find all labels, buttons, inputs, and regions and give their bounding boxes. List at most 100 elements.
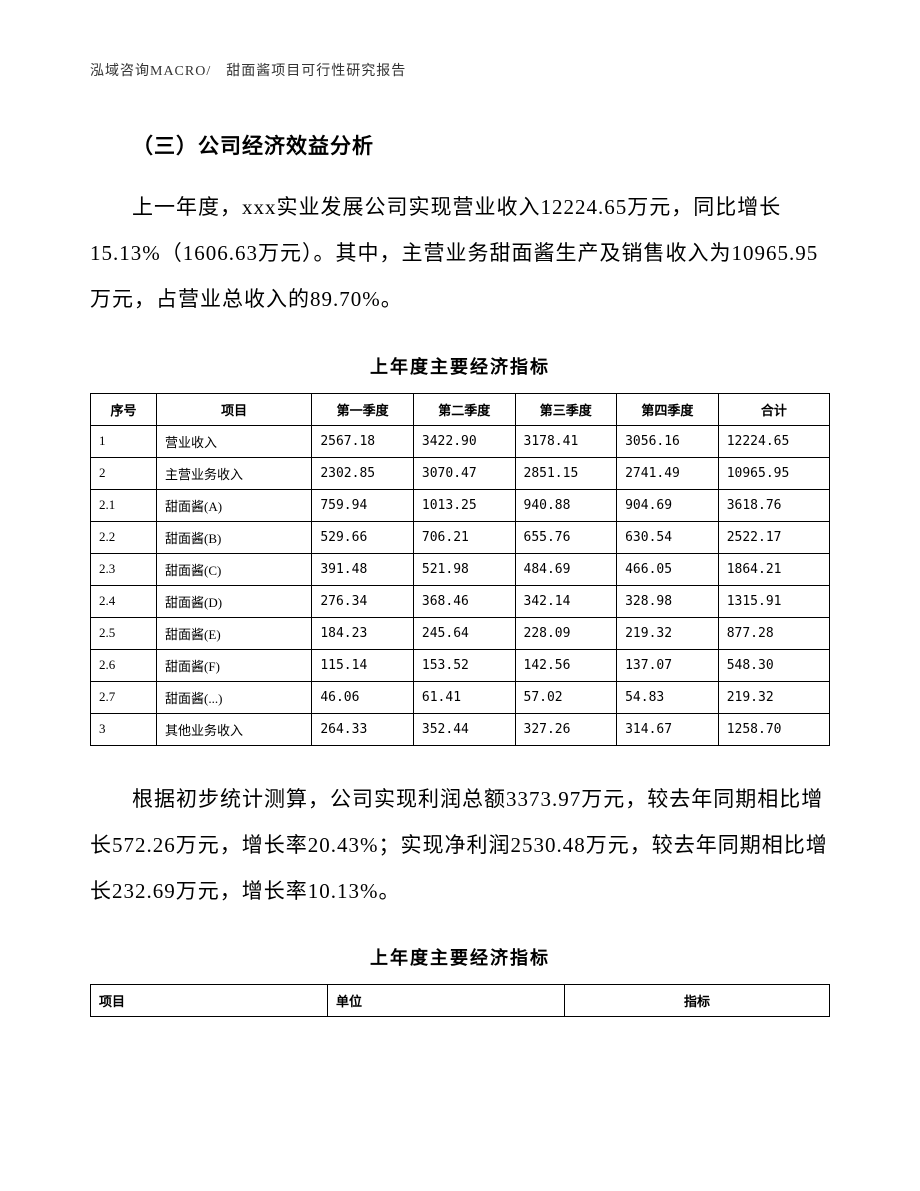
section-heading: （三）公司经济效益分析 xyxy=(90,130,830,160)
cell: 630.54 xyxy=(617,521,719,553)
table1-body: 1营业收入2567.183422.903178.413056.1612224.6… xyxy=(91,425,830,745)
paragraph-2: 根据初步统计测算，公司实现利润总额3373.97万元，较去年同期相比增长572.… xyxy=(90,776,830,915)
cell: 甜面酱(F) xyxy=(157,649,312,681)
cell: 153.52 xyxy=(413,649,515,681)
col-q3: 第三季度 xyxy=(515,393,617,425)
cell: 3070.47 xyxy=(413,457,515,489)
cell: 276.34 xyxy=(312,585,414,617)
cell: 61.41 xyxy=(413,681,515,713)
col-total: 合计 xyxy=(718,393,829,425)
economic-indicators-table-1: 序号 项目 第一季度 第二季度 第三季度 第四季度 合计 1营业收入2567.1… xyxy=(90,393,830,746)
cell: 2.7 xyxy=(91,681,157,713)
table2-title: 上年度主要经济指标 xyxy=(90,944,830,970)
cell: 2522.17 xyxy=(718,521,829,553)
cell: 甜面酱(A) xyxy=(157,489,312,521)
cell: 2.4 xyxy=(91,585,157,617)
cell: 314.67 xyxy=(617,713,719,745)
cell: 10965.95 xyxy=(718,457,829,489)
cell: 2.6 xyxy=(91,649,157,681)
cell: 甜面酱(B) xyxy=(157,521,312,553)
cell: 营业收入 xyxy=(157,425,312,457)
col-item: 项目 xyxy=(157,393,312,425)
cell: 264.33 xyxy=(312,713,414,745)
table-header-row: 序号 项目 第一季度 第二季度 第三季度 第四季度 合计 xyxy=(91,393,830,425)
cell: 3056.16 xyxy=(617,425,719,457)
col-unit: 单位 xyxy=(328,985,565,1017)
col-indicator: 指标 xyxy=(565,985,830,1017)
cell: 3422.90 xyxy=(413,425,515,457)
table-header-row: 项目 单位 指标 xyxy=(91,985,830,1017)
cell: 3 xyxy=(91,713,157,745)
table-row: 2.2甜面酱(B)529.66706.21655.76630.542522.17 xyxy=(91,521,830,553)
col-q2: 第二季度 xyxy=(413,393,515,425)
col-seq: 序号 xyxy=(91,393,157,425)
cell: 342.14 xyxy=(515,585,617,617)
cell: 1013.25 xyxy=(413,489,515,521)
cell: 甜面酱(E) xyxy=(157,617,312,649)
cell: 327.26 xyxy=(515,713,617,745)
cell: 1864.21 xyxy=(718,553,829,585)
cell: 甜面酱(...) xyxy=(157,681,312,713)
cell: 1 xyxy=(91,425,157,457)
cell: 2.5 xyxy=(91,617,157,649)
cell: 2302.85 xyxy=(312,457,414,489)
cell: 3178.41 xyxy=(515,425,617,457)
cell: 940.88 xyxy=(515,489,617,521)
table-row: 2.3甜面酱(C)391.48521.98484.69466.051864.21 xyxy=(91,553,830,585)
cell: 57.02 xyxy=(515,681,617,713)
cell: 3618.76 xyxy=(718,489,829,521)
cell: 484.69 xyxy=(515,553,617,585)
cell: 877.28 xyxy=(718,617,829,649)
cell: 219.32 xyxy=(617,617,719,649)
cell: 529.66 xyxy=(312,521,414,553)
table-row: 2主营业务收入2302.853070.472851.152741.4910965… xyxy=(91,457,830,489)
cell: 甜面酱(D) xyxy=(157,585,312,617)
cell: 46.06 xyxy=(312,681,414,713)
cell: 2851.15 xyxy=(515,457,617,489)
cell: 12224.65 xyxy=(718,425,829,457)
table-row: 2.6甜面酱(F)115.14153.52142.56137.07548.30 xyxy=(91,649,830,681)
cell: 其他业务收入 xyxy=(157,713,312,745)
cell: 1315.91 xyxy=(718,585,829,617)
col-q4: 第四季度 xyxy=(617,393,719,425)
cell: 352.44 xyxy=(413,713,515,745)
table-row: 2.1甜面酱(A)759.941013.25940.88904.693618.7… xyxy=(91,489,830,521)
document-page: 泓域咨询MACRO/ 甜面酱项目可行性研究报告 （三）公司经济效益分析 上一年度… xyxy=(0,0,920,1191)
cell: 548.30 xyxy=(718,649,829,681)
cell: 328.98 xyxy=(617,585,719,617)
cell: 2567.18 xyxy=(312,425,414,457)
cell: 391.48 xyxy=(312,553,414,585)
cell: 184.23 xyxy=(312,617,414,649)
cell: 466.05 xyxy=(617,553,719,585)
page-header: 泓域咨询MACRO/ 甜面酱项目可行性研究报告 xyxy=(90,60,830,80)
cell: 904.69 xyxy=(617,489,719,521)
table-row: 2.5甜面酱(E)184.23245.64228.09219.32877.28 xyxy=(91,617,830,649)
table1-title: 上年度主要经济指标 xyxy=(90,353,830,379)
cell: 54.83 xyxy=(617,681,719,713)
cell: 655.76 xyxy=(515,521,617,553)
cell: 主营业务收入 xyxy=(157,457,312,489)
cell: 142.56 xyxy=(515,649,617,681)
col-project: 项目 xyxy=(91,985,328,1017)
cell: 甜面酱(C) xyxy=(157,553,312,585)
cell: 1258.70 xyxy=(718,713,829,745)
cell: 228.09 xyxy=(515,617,617,649)
col-q1: 第一季度 xyxy=(312,393,414,425)
economic-indicators-table-2: 项目 单位 指标 xyxy=(90,984,830,1017)
table-row: 1营业收入2567.183422.903178.413056.1612224.6… xyxy=(91,425,830,457)
cell: 521.98 xyxy=(413,553,515,585)
cell: 137.07 xyxy=(617,649,719,681)
cell: 706.21 xyxy=(413,521,515,553)
cell: 2.3 xyxy=(91,553,157,585)
cell: 2.2 xyxy=(91,521,157,553)
table-row: 3其他业务收入264.33352.44327.26314.671258.70 xyxy=(91,713,830,745)
cell: 115.14 xyxy=(312,649,414,681)
paragraph-1: 上一年度，xxx实业发展公司实现营业收入12224.65万元，同比增长15.13… xyxy=(90,184,830,323)
cell: 219.32 xyxy=(718,681,829,713)
table-row: 2.7甜面酱(...)46.0661.4157.0254.83219.32 xyxy=(91,681,830,713)
cell: 2.1 xyxy=(91,489,157,521)
cell: 368.46 xyxy=(413,585,515,617)
cell: 759.94 xyxy=(312,489,414,521)
table-row: 2.4甜面酱(D)276.34368.46342.14328.981315.91 xyxy=(91,585,830,617)
cell: 245.64 xyxy=(413,617,515,649)
